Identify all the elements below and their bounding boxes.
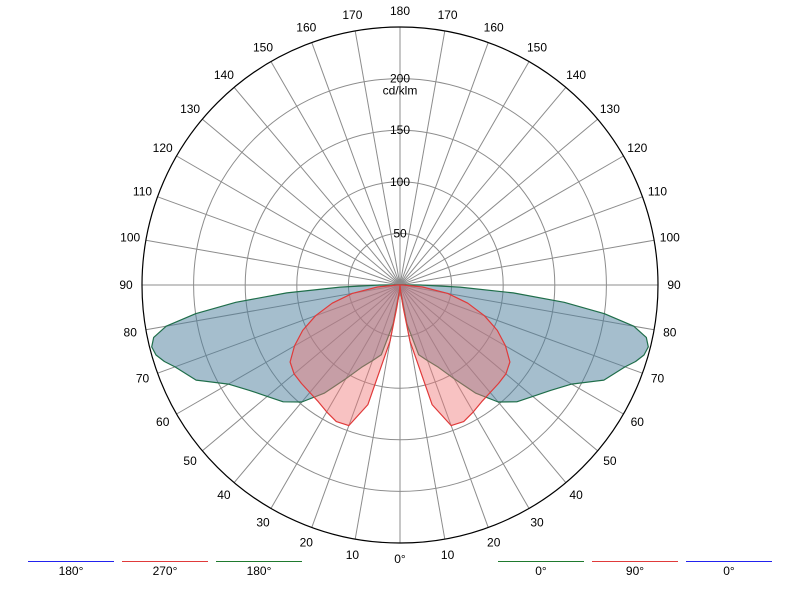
legend-entry: 270° xyxy=(122,561,208,580)
grid-spoke xyxy=(399,61,530,286)
angle-label: 130 xyxy=(180,102,200,116)
angle-label: 70 xyxy=(651,372,665,386)
outer-ring xyxy=(141,26,659,544)
grid-spoke xyxy=(157,196,401,286)
legend-entry: 0° xyxy=(686,561,772,580)
angle-label: 20 xyxy=(300,536,314,550)
angle-label: 120 xyxy=(627,141,647,155)
angle-label: 50 xyxy=(603,454,617,468)
grid-ring xyxy=(296,181,504,389)
angle-label: 10 xyxy=(346,548,360,562)
angle-label: 80 xyxy=(124,326,138,340)
angle-label: 20 xyxy=(487,536,501,550)
grid-spoke xyxy=(354,30,401,286)
angle-label: 140 xyxy=(214,68,234,82)
angle-label: 50 xyxy=(183,454,197,468)
legend-entry: 180° xyxy=(28,561,114,580)
grid-ring xyxy=(244,129,556,441)
grid-ring xyxy=(347,232,453,338)
grid-ring xyxy=(193,78,607,492)
angle-label: 170 xyxy=(438,8,458,22)
angle-label: 60 xyxy=(631,415,645,429)
angle-label: 170 xyxy=(342,8,362,22)
angle-label: 150 xyxy=(527,41,547,55)
angle-label: 110 xyxy=(648,184,667,198)
angle-label: 140 xyxy=(566,68,586,82)
intensity-curves xyxy=(151,284,649,427)
radial-tick-label: 200 xyxy=(390,72,410,86)
angle-label: 80 xyxy=(663,326,677,340)
angle-label: 40 xyxy=(569,488,583,502)
angle-label: 60 xyxy=(156,415,170,429)
angle-label: 160 xyxy=(484,21,504,35)
angle-label: 150 xyxy=(253,41,273,55)
grid-spoke xyxy=(399,118,598,286)
grid-spoke xyxy=(399,42,489,286)
grid-spoke xyxy=(311,42,401,286)
angle-label: 70 xyxy=(136,372,150,386)
grid-spoke xyxy=(176,155,401,286)
angle-label: 120 xyxy=(153,141,173,155)
angle-label: 90 xyxy=(667,278,681,292)
angle-label: 110 xyxy=(133,184,152,198)
angle-label: 0° xyxy=(394,552,406,566)
legend-entry: 90° xyxy=(592,561,678,580)
angle-label: 10 xyxy=(441,548,455,562)
angle-label: 180 xyxy=(390,4,410,18)
angle-label: 40 xyxy=(217,488,231,502)
angle-label: 30 xyxy=(256,515,270,529)
grid-spoke xyxy=(399,196,643,286)
angle-label: 100 xyxy=(120,230,140,244)
grid-spoke xyxy=(202,118,401,286)
radial-tick-label: 100 xyxy=(390,175,410,189)
legend-entry: 180° xyxy=(216,561,302,580)
angle-label: 90 xyxy=(119,278,133,292)
radial-tick-label: 150 xyxy=(390,123,410,137)
angle-label: 130 xyxy=(600,102,620,116)
grid-spoke xyxy=(399,87,567,286)
grid-spoke xyxy=(399,155,624,286)
legend-entry: 0° xyxy=(498,561,584,580)
grid-spoke xyxy=(233,87,401,286)
unit-label: cd/klm xyxy=(383,84,418,98)
radial-tick-label: 50 xyxy=(393,226,407,240)
angle-label: 100 xyxy=(660,230,680,244)
angle-label: 160 xyxy=(296,21,316,35)
intensity-curve xyxy=(289,284,511,427)
grid-spoke xyxy=(145,239,401,286)
grid-spoke xyxy=(270,61,401,286)
angle-label: 30 xyxy=(530,515,544,529)
grid-spoke xyxy=(399,239,655,286)
grid-spoke xyxy=(399,30,446,286)
